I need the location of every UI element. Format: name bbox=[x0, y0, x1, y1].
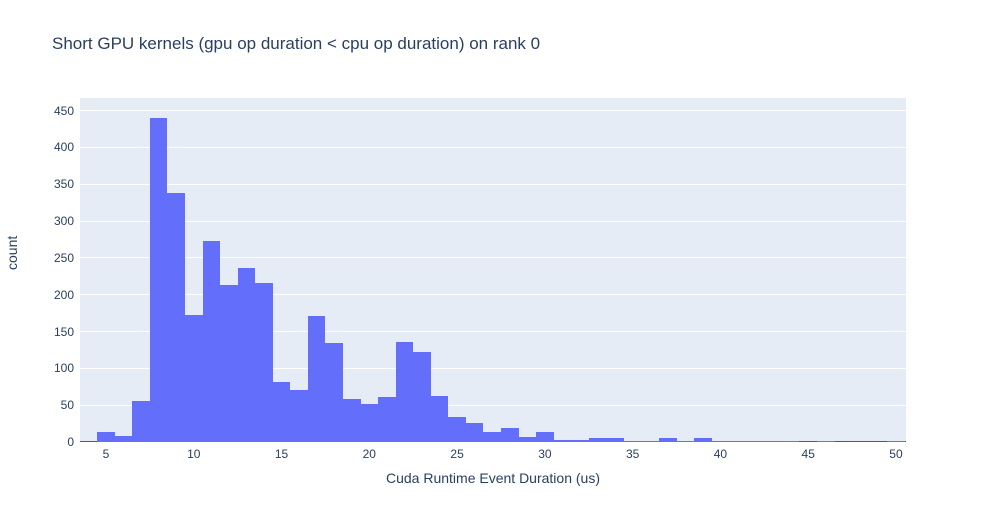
x-tick-label-20: 20 bbox=[362, 447, 376, 461]
x-tick-label-50: 50 bbox=[889, 447, 903, 461]
histogram-bar-x41[interactable] bbox=[729, 441, 747, 442]
y-tick-label-400: 400 bbox=[53, 140, 74, 155]
histogram-bar-x17[interactable] bbox=[307, 316, 326, 442]
histogram-bar-x28[interactable] bbox=[500, 428, 519, 442]
histogram-bar-x24[interactable] bbox=[430, 395, 449, 442]
y-tick-label-250: 250 bbox=[53, 250, 74, 265]
histogram-bar-x23[interactable] bbox=[413, 352, 431, 442]
x-tick-label-25: 25 bbox=[450, 447, 464, 461]
histogram-bar-x27[interactable] bbox=[483, 431, 501, 442]
histogram-bar-x21[interactable] bbox=[378, 397, 396, 442]
histogram-bar-x11[interactable] bbox=[202, 240, 221, 442]
gridline-y400 bbox=[80, 146, 906, 148]
y-tick-label-150: 150 bbox=[53, 324, 74, 339]
histogram-bar-x9[interactable] bbox=[167, 193, 185, 442]
histogram-bar-x18[interactable] bbox=[325, 343, 343, 442]
y-tick-label-100: 100 bbox=[53, 361, 74, 376]
histogram-bar-x5[interactable] bbox=[97, 432, 115, 442]
gridline-y50 bbox=[80, 404, 906, 406]
x-tick-label-15: 15 bbox=[274, 447, 289, 461]
y-tick-label-0: 0 bbox=[67, 435, 74, 449]
histogram-bar-x22[interactable] bbox=[395, 341, 414, 442]
y-tick-label-450: 450 bbox=[53, 103, 74, 118]
x-tick-label-5: 5 bbox=[102, 447, 110, 461]
y-tick-label-200: 200 bbox=[53, 287, 74, 302]
histogram-bar-x25[interactable] bbox=[448, 416, 466, 442]
histogram-bar-x37[interactable] bbox=[658, 438, 677, 442]
histogram-bar-x30[interactable] bbox=[536, 431, 554, 442]
histogram-bar-x19[interactable] bbox=[342, 399, 361, 442]
x-tick-label-30: 30 bbox=[538, 447, 552, 461]
histogram-bar-x33[interactable] bbox=[588, 438, 607, 442]
histogram-bar-x44[interactable] bbox=[781, 440, 800, 442]
x-tick-label-10: 10 bbox=[187, 447, 201, 461]
gridline-y450 bbox=[80, 110, 906, 112]
histogram-bar-x6[interactable] bbox=[114, 436, 133, 442]
x-axis-tick-labels: 5 10 15 20 25 30 35 40 45 50 bbox=[80, 447, 906, 463]
x-axis-title: Cuda Runtime Event Duration (us) bbox=[386, 470, 600, 486]
y-axis-tick-labels: 0 50 100 150 200 250 300 350 400 450 bbox=[0, 98, 74, 449]
histogram-bar-x43[interactable] bbox=[764, 441, 782, 442]
gridline-y250 bbox=[80, 257, 906, 259]
histogram-bar-x38[interactable] bbox=[676, 441, 695, 442]
gridline-y350 bbox=[80, 183, 906, 185]
histogram-bar-x34[interactable] bbox=[606, 437, 624, 442]
y-tick-label-300: 300 bbox=[53, 214, 74, 228]
gridline-y300 bbox=[80, 220, 906, 222]
gridline-y150 bbox=[80, 331, 906, 332]
y-tick-label-50: 50 bbox=[60, 398, 74, 413]
histogram-bar-x26[interactable] bbox=[465, 422, 484, 442]
gridline-y100 bbox=[80, 367, 906, 369]
histogram-bar-x15[interactable] bbox=[272, 381, 291, 442]
histogram-bar-x50[interactable] bbox=[887, 441, 905, 442]
histogram-bar-x39[interactable] bbox=[694, 438, 712, 442]
histogram-bar-x35[interactable] bbox=[623, 441, 642, 442]
histogram-bar-x31[interactable] bbox=[553, 439, 572, 442]
histogram-bar-x16[interactable] bbox=[290, 389, 308, 442]
histogram-bar-x10[interactable] bbox=[184, 315, 203, 442]
histogram-bar-x36[interactable] bbox=[641, 441, 659, 442]
histogram-bar-x40[interactable] bbox=[711, 441, 730, 442]
gridline-y200 bbox=[80, 294, 906, 296]
histogram-bar-x32[interactable] bbox=[571, 439, 589, 442]
histogram-bar-x42[interactable] bbox=[746, 441, 765, 442]
histogram-bar-x13[interactable] bbox=[237, 268, 256, 442]
histogram-bar-x14[interactable] bbox=[255, 282, 273, 442]
histogram-bar-x29[interactable] bbox=[518, 436, 537, 442]
y-tick-label-350: 350 bbox=[53, 177, 74, 192]
histogram-bar-x12[interactable] bbox=[220, 285, 238, 442]
histogram-bar-x20[interactable] bbox=[360, 404, 379, 442]
histogram-bar-x7[interactable] bbox=[132, 401, 150, 442]
histogram-bar-x46[interactable] bbox=[816, 441, 835, 442]
plot-area[interactable] bbox=[80, 98, 906, 442]
chart-title: Short GPU kernels (gpu op duration < cpu… bbox=[52, 34, 541, 53]
x-tick-label-35: 35 bbox=[625, 447, 640, 461]
x-tick-label-45: 45 bbox=[801, 447, 815, 461]
x-tick-label-40: 40 bbox=[713, 447, 728, 461]
histogram-bar-x8[interactable] bbox=[149, 117, 168, 442]
